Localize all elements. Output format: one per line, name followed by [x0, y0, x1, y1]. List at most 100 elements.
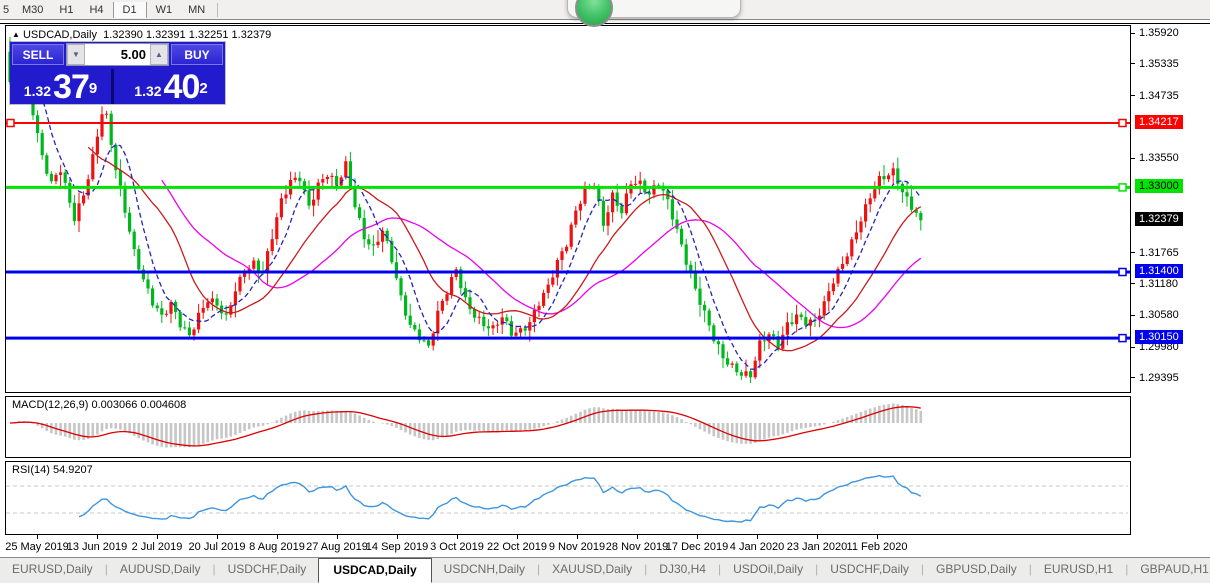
date-label: 2 Jul 2019 [131, 541, 183, 553]
date-axis[interactable]: 25 May 2019 13 Jun 2019 2 Jul 2019 20 Jul 2… [0, 535, 1210, 557]
date-label: 23 Jan 2020 [786, 541, 848, 553]
line-handle-icon[interactable] [1118, 118, 1127, 128]
horizontal-line-1.30150[interactable] [6, 336, 1130, 340]
tab-separator: | [1028, 562, 1032, 576]
date-label: 14 Sep 2019 [365, 541, 429, 553]
timeframe-button-h4[interactable]: H4 [89, 3, 104, 16]
date-label: 28 Nov 2019 [605, 541, 669, 553]
price-tick-mark [1131, 33, 1135, 34]
chart-title: ▲ USDCAD,Daily 1.32390 1.32391 1.32251 1… [12, 29, 271, 41]
sell-button[interactable]: SELL [12, 44, 64, 65]
timeframe-button-mn[interactable]: MN [188, 3, 206, 16]
timeframe-button-d1[interactable]: D1 [112, 1, 147, 18]
volume-input[interactable] [85, 44, 150, 65]
date-tick-mark [757, 535, 758, 539]
timeframe-button-m30[interactable]: M30 [22, 3, 44, 16]
line-handle-icon[interactable] [1118, 183, 1127, 192]
tab-gbpusd-daily[interactable]: GBPUSD,Daily [936, 562, 1017, 576]
line-handle-icon[interactable] [1118, 267, 1127, 277]
date-label: 25 May 2019 [5, 541, 69, 553]
date-tick-mark [97, 535, 98, 539]
date-tick-mark [877, 535, 878, 539]
tab-usdoil-daily[interactable]: USDOil,Daily [733, 562, 804, 576]
timeframe-button-5[interactable]: 5 [3, 3, 10, 16]
price-tick-label: 1.34735 [1139, 89, 1179, 102]
indicator-line [87, 146, 922, 352]
tab-usdcnh-daily[interactable]: USDCNH,Daily [443, 562, 526, 576]
date-tick-mark [457, 535, 458, 539]
indicator-line [9, 406, 921, 447]
level-price-label-1.30150: 1.30150 [1135, 330, 1183, 345]
tab-eurusd-daily[interactable]: EURUSD,Daily [12, 562, 93, 576]
line-handle-icon[interactable] [1118, 333, 1127, 343]
price-tick-label: 1.29395 [1139, 371, 1179, 384]
tab-usdchf-daily[interactable]: USDCHF,Daily [830, 562, 909, 576]
price-tick-mark [1131, 377, 1135, 378]
date-label: 17 Dec 2019 [665, 541, 729, 553]
price-tick-mark [1131, 158, 1135, 159]
level-price-label-1.33000: 1.33000 [1135, 179, 1183, 194]
date-label: 3 Oct 2019 [430, 541, 484, 553]
date-label: 11 Feb 2020 [846, 541, 908, 553]
tab-usdchf-daily[interactable]: USDCHF,Daily [227, 562, 307, 576]
buy-price-button[interactable]: 1.32 40 2 [117, 69, 225, 104]
candlestick-chart[interactable] [6, 26, 1130, 392]
tab-separator: | [920, 562, 925, 576]
tab-audusd-daily[interactable]: AUDUSD,Daily [119, 562, 201, 576]
chart-ohlc-values: 1.32390 1.32391 1.32251 1.32379 [103, 29, 272, 41]
screen-share-indicator[interactable] [567, 0, 741, 27]
price-tick-label: 1.33550 [1139, 152, 1179, 165]
horizontal-line-1.33000[interactable] [6, 185, 1130, 189]
macd-label: MACD(12,26,9) 0.003066 0.004608 [12, 399, 187, 411]
date-label: 9 Nov 2019 [548, 541, 606, 553]
date-label: 20 Jul 2019 [188, 541, 246, 553]
tab-usdcad-daily[interactable]: USDCAD,Daily [318, 558, 432, 583]
buy-button[interactable]: BUY [171, 44, 223, 65]
current-price-label: 1.32379 [1135, 212, 1183, 227]
tab-xauusd-daily[interactable]: XAUUSD,Daily [552, 562, 633, 576]
tab-gbpaud-h1[interactable]: GBPAUD,H1 [1140, 562, 1209, 576]
sell-price-button[interactable]: 1.32 37 9 [10, 69, 114, 104]
date-label: 8 Aug 2019 [249, 541, 305, 553]
date-tick-mark [517, 535, 518, 539]
date-tick-mark [577, 535, 578, 539]
indicator-line [78, 474, 922, 523]
price-tick-label: 1.31180 [1139, 277, 1178, 290]
sell-price-pip: 9 [88, 80, 98, 97]
tab-separator: | [104, 562, 108, 576]
tab-dj30-h4[interactable]: DJ30,H4 [659, 562, 706, 576]
line-handle-icon[interactable] [6, 118, 15, 128]
volume-decrease-button[interactable]: ▼ [67, 44, 85, 65]
date-tick-mark [817, 535, 818, 539]
rsi-chart [6, 474, 1128, 523]
date-tick-mark [157, 535, 158, 539]
volume-spinner: ▼ ▲ [66, 43, 169, 66]
tab-separator: | [212, 562, 216, 576]
level-price-label-1.34217: 1.34217 [1135, 115, 1183, 130]
macd-panel[interactable]: MACD(12,26,9) 0.003066 0.004608 [5, 396, 1131, 458]
tab-eurusd-h1[interactable]: EURUSD,H1 [1043, 562, 1114, 576]
price-tick-label: 1.31765 [1139, 246, 1179, 259]
price-axis[interactable]: 1.35920 1.35335 1.34735 1.33550 1.31765 1.311… [1131, 25, 1210, 535]
macd-chart [9, 403, 923, 448]
volume-increase-button[interactable]: ▲ [150, 44, 168, 65]
price-tick-mark [1131, 315, 1135, 316]
tab-separator: | [644, 562, 648, 576]
timeframe-button-w1[interactable]: W1 [155, 3, 173, 16]
date-label: 13 Jun 2019 [66, 541, 128, 553]
price-tick-mark [1131, 95, 1135, 96]
rsi-panel[interactable]: RSI(14) 54.9207 [5, 461, 1131, 535]
horizontal-line-1.31400[interactable] [6, 270, 1130, 274]
timeframe-button-h1[interactable]: H1 [59, 3, 74, 16]
date-label: 22 Oct 2019 [487, 541, 547, 553]
symbol-tab-bar: EURUSD,Daily | AUDUSD,Daily | USDCHF,Daily US… [0, 557, 1210, 583]
sell-price-big: 37 [53, 68, 90, 106]
indicator-line [161, 179, 922, 329]
horizontal-line-1.34217[interactable] [6, 122, 1130, 124]
date-tick-mark [217, 535, 218, 539]
date-tick-mark [697, 535, 698, 539]
window-top-border [0, 23, 1210, 24]
price-tick-mark [1131, 283, 1135, 284]
symbol-triangle-icon: ▲ [12, 30, 20, 39]
